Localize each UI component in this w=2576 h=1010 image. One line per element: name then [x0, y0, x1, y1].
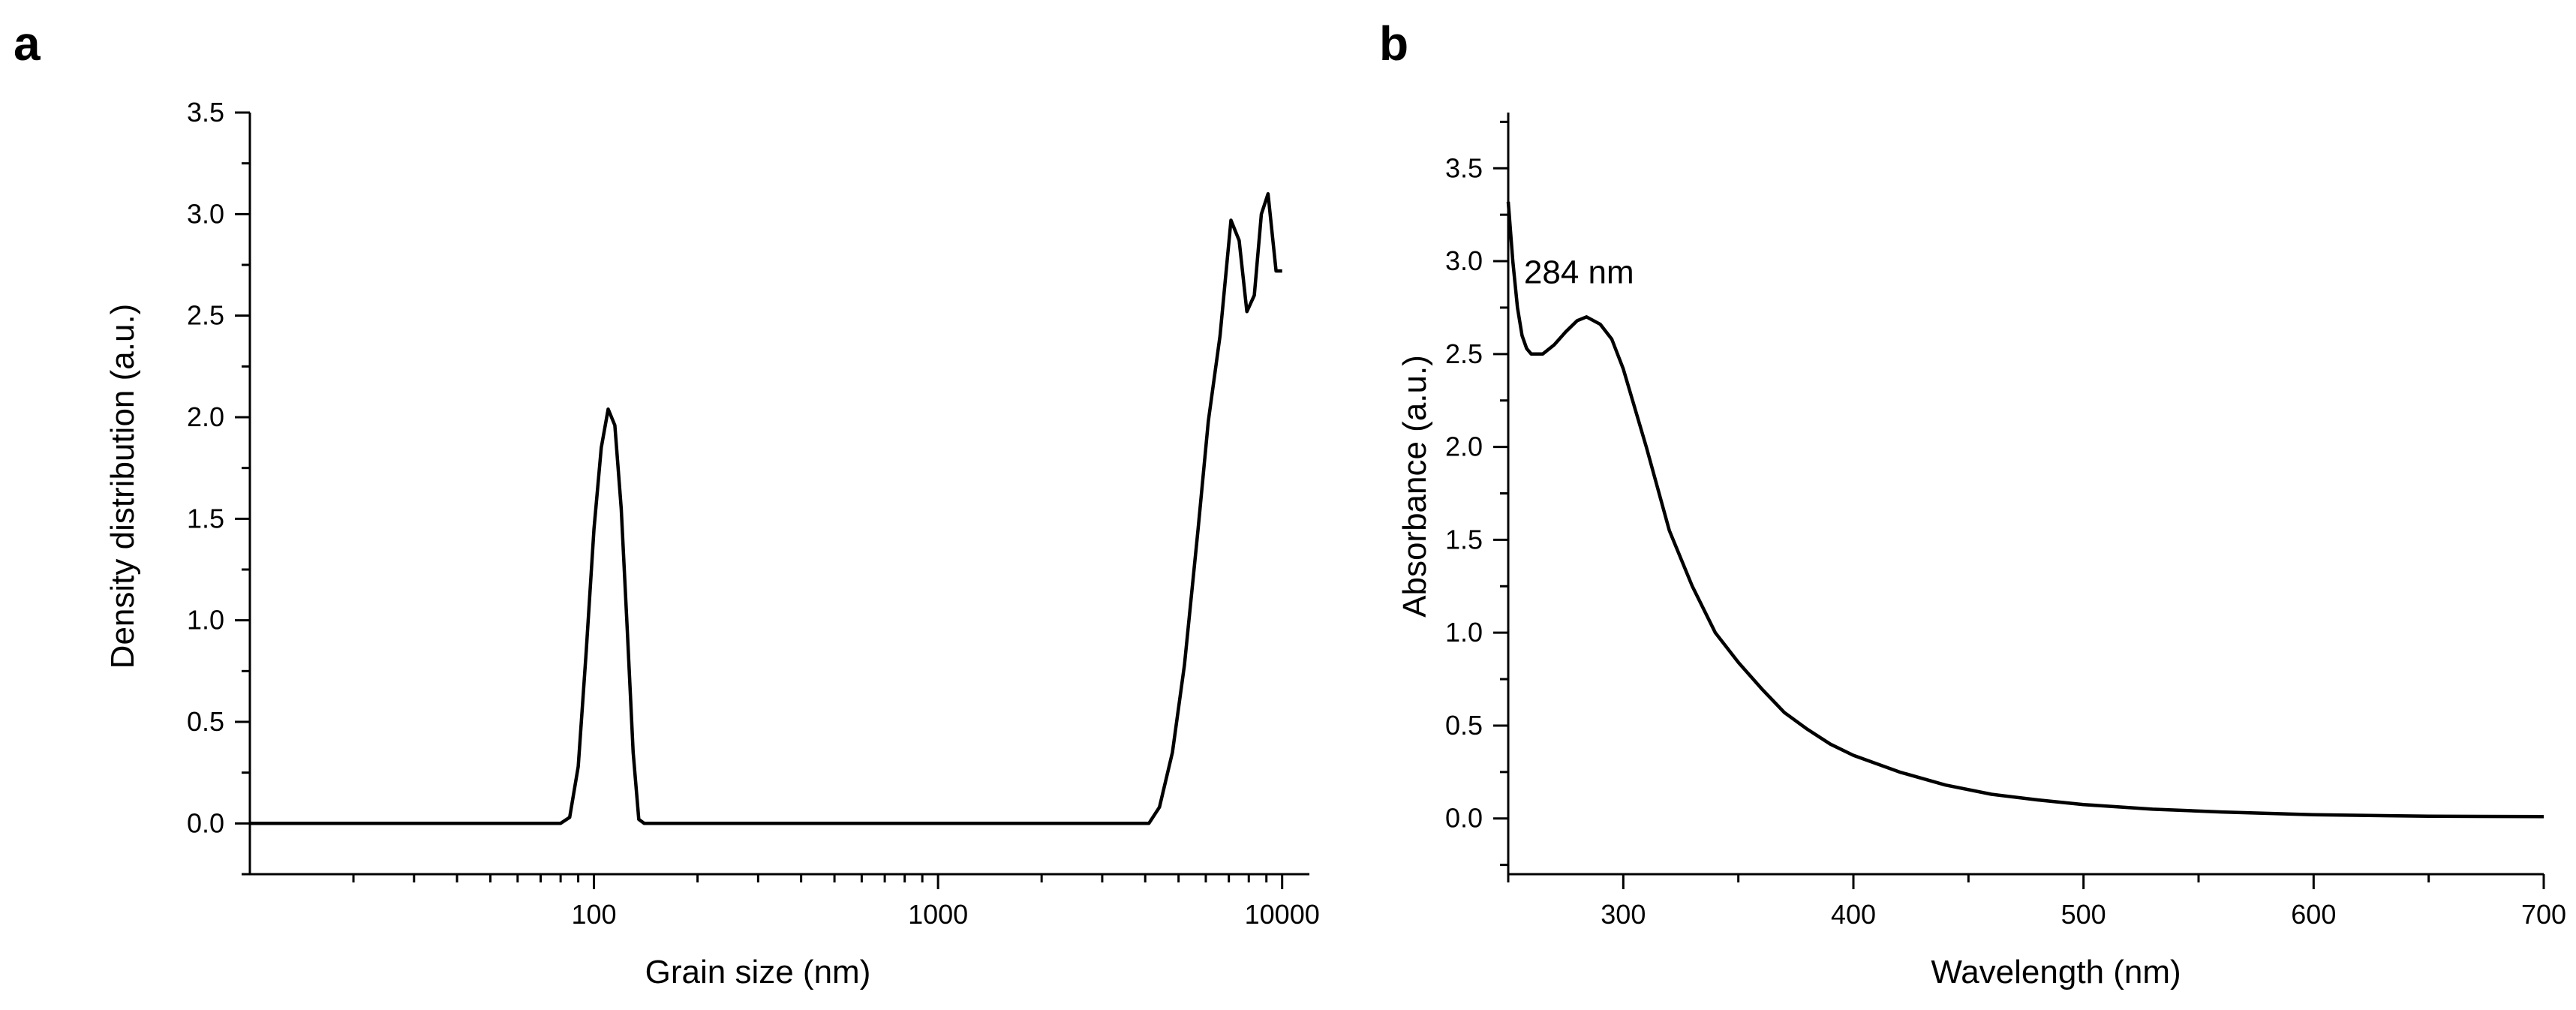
- chart-b-x-tick-label: 700: [2521, 899, 2566, 930]
- chart-b-y-tick-label: 0.5: [1445, 710, 1483, 741]
- chart-b-x-axis-title: Wavelength (nm): [1931, 954, 2181, 990]
- chart-b-y-tick-label: 2.0: [1445, 431, 1483, 462]
- chart-a-y-tick-label: 2.5: [187, 300, 224, 331]
- chart-b-y-tick-label: 1.0: [1445, 617, 1483, 648]
- chart-b-y-tick-label: 1.5: [1445, 524, 1483, 555]
- panel-letter-b: b: [1379, 17, 1408, 71]
- chart-a-y-axis-title: Density distribution (a.u.): [104, 304, 141, 669]
- chart-b-x-tick-label: 300: [1601, 899, 1646, 930]
- chart-a-x-tick-label: 1000: [908, 899, 968, 930]
- chart-a-y-tick-label: 2.0: [187, 401, 224, 432]
- chart-b-y-tick-label: 3.0: [1445, 245, 1483, 276]
- chart-b-y-tick-label: 0.0: [1445, 803, 1483, 834]
- chart-a-y-tick-label: 3.0: [187, 198, 224, 229]
- chart-b-y-axis-title: Absorbance (a.u.): [1396, 355, 1433, 618]
- chart-b-x-tick-label: 600: [2291, 899, 2336, 930]
- chart-a-y-tick-label: 0.5: [187, 706, 224, 737]
- chart-a-y-tick-label: 1.5: [187, 503, 224, 534]
- chart-a-x-tick-label: 10000: [1245, 899, 1320, 930]
- chart-b-x-tick-label: 400: [1831, 899, 1876, 930]
- chart-a-series-line: [250, 192, 1282, 825]
- chart-b-annotation: 284 nm: [1524, 254, 1634, 290]
- chart-a-y-tick-label: 1.0: [187, 605, 224, 636]
- chart-a-marks: 0.0 0.5 1.0 1.5 2.0 2.5 3.0 3.5 100 1000 10000: [187, 97, 1320, 930]
- chart-a-y-tick-label: 3.5: [187, 97, 224, 128]
- chart-a-y-tick-label: 0.0: [187, 807, 224, 838]
- chart-b-x-tick-label: 500: [2061, 899, 2106, 930]
- chart-b-y-tick-label: 2.5: [1445, 338, 1483, 369]
- chart-panel-b: b 0.0 0.5 1.0 1.5 2.0 2.5 3.0 3.5 300 400 500 600 70…: [1379, 17, 2566, 990]
- chart-panel-a: a 0.0 0.5 1.0 1.5 2.0 2.5 3.0 3.5 100 1000 10000 G…: [14, 17, 1320, 990]
- chart-b-y-tick-label: 3.5: [1445, 152, 1483, 183]
- chart-b-marks: 0.0 0.5 1.0 1.5 2.0 2.5 3.0 3.5 300 400 500 600 700 2…: [1445, 113, 2566, 930]
- panel-letter-a: a: [14, 17, 41, 71]
- chart-b-series-line: [1506, 201, 2544, 819]
- chart-a-x-tick-label: 100: [572, 899, 617, 930]
- chart-a-x-axis-title: Grain size (nm): [645, 954, 871, 990]
